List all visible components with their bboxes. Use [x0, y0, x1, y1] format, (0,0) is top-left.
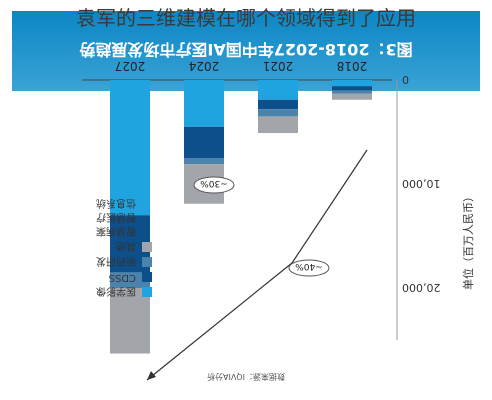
- legend-label: 医学影像: [96, 285, 136, 296]
- y-tick-label: 20,000: [402, 281, 441, 294]
- bar-segment: [332, 86, 372, 91]
- bar-segment: [332, 90, 372, 94]
- bar-segment: [332, 93, 372, 100]
- legend-swatch: [142, 272, 152, 283]
- legend-item: 其他:: [12, 240, 152, 255]
- bar-segment: [184, 126, 224, 158]
- x-tick-label: 2018: [337, 59, 368, 73]
- y-tick-label: 0: [402, 73, 409, 86]
- x-tick-label: 2024: [189, 59, 220, 73]
- growth-label: ~40%: [295, 261, 323, 271]
- legend-swatch: [142, 257, 152, 268]
- growth-arrow-head: [147, 371, 156, 380]
- growth-label: ~30%: [200, 178, 228, 188]
- x-tick-label: 2027: [115, 59, 146, 73]
- bar-segment: [184, 80, 224, 127]
- legend-detail: 智慧医疗: [96, 211, 136, 222]
- bar-segment: [110, 288, 150, 354]
- legend-detail: 智慧病案: [96, 225, 136, 236]
- legend-item: 医学影像: [12, 285, 152, 300]
- source-note: 数据来源：IQVIA分析: [207, 372, 285, 381]
- legend-label: 其他:: [112, 240, 136, 251]
- legend-swatch: [142, 242, 152, 253]
- legend-item: 新药研发: [12, 255, 152, 270]
- x-tick-label: 2021: [263, 59, 294, 73]
- legend-swatch: [142, 287, 152, 298]
- bar-segment: [332, 80, 372, 87]
- y-axis-title: 单位（百万人民币）: [461, 191, 475, 290]
- growth-badge: [288, 259, 330, 277]
- bar-segment: [110, 80, 150, 216]
- bar-segment: [184, 158, 224, 165]
- legend-detail: 信息系统: [96, 197, 136, 208]
- bar-segment: [110, 272, 150, 288]
- legend: 医学影像 CDSS 新药研发 其他: 智慧病案 智慧医疗 信息系统: [12, 197, 152, 300]
- legend-item: CDSS: [12, 270, 152, 285]
- growth-arrow-line: [291, 149, 368, 264]
- growth-badge: [193, 176, 235, 194]
- bar-segment: [258, 99, 298, 110]
- bar-segment: [258, 80, 298, 100]
- bar-segment: [258, 116, 298, 134]
- growth-arrow-line: [146, 262, 293, 381]
- legend-label: 新药研发: [96, 255, 136, 266]
- overlay-title: 袁军的三维建模在哪个领域得到了应用: [76, 6, 416, 30]
- y-tick-label: 10,000: [402, 177, 441, 190]
- bar-segment: [258, 109, 298, 117]
- legend-label: CDSS: [108, 272, 136, 283]
